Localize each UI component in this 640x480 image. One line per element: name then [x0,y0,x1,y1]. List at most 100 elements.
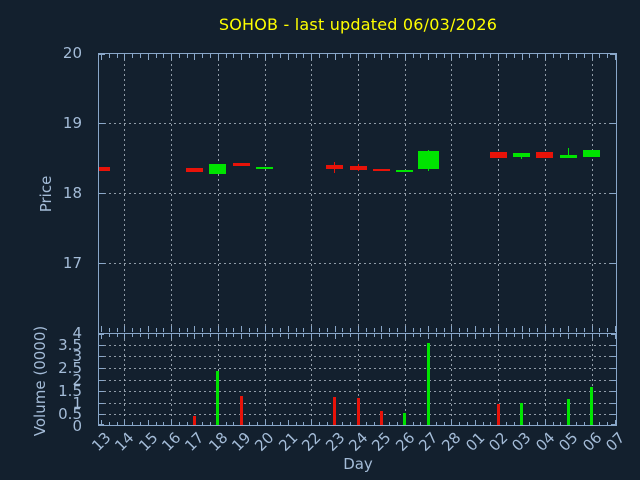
x-tick-mark [248,422,250,425]
price-tick-mark [99,54,105,55]
x-tick-mark [420,54,422,58]
x-tick-mark [451,54,453,60]
volume-bar [590,387,594,425]
x-tick-mark [194,334,196,339]
x-tick-mark [225,422,227,425]
x-tick-mark [171,326,173,332]
x-tick-mark [583,54,585,58]
x-tick-mark [295,328,297,332]
x-tick-mark [459,54,461,58]
x-tick-mark [474,420,476,425]
x-tick-mark [350,328,352,332]
x-tick-mark [108,328,110,332]
volume-plot-area [99,334,616,425]
x-tick-mark [326,422,328,425]
x-tick-mark [256,334,258,337]
x-tick-mark [505,422,507,425]
price-tick-mark [99,263,105,264]
x-tick-label: 01 [461,428,489,455]
x-tick-mark [194,54,196,60]
x-tick-mark [389,54,391,58]
volume-tick-label: 3.5 [58,335,82,354]
x-tick-label: 26 [391,428,419,455]
x-tick-mark [171,420,173,425]
x-tick-mark [280,422,282,425]
x-tick-mark [280,328,282,332]
price-tick-label: 17 [62,254,82,272]
x-tick-mark [537,328,539,332]
x-tick-mark [420,422,422,425]
x-tick-mark [615,420,616,425]
x-tick-mark [171,334,173,339]
x-tick-mark [373,54,375,58]
x-tick-label: 03 [508,428,535,455]
x-tick-mark [389,328,391,332]
x-tick-mark [217,326,219,332]
x-tick-mark [210,328,212,332]
x-tick-mark [389,334,391,337]
x-tick-mark [412,54,414,58]
x-tick-mark [225,54,227,58]
x-tick-mark [599,54,601,58]
x-tick-mark [435,54,437,58]
x-tick-mark [342,422,344,425]
x-tick-mark [467,422,469,425]
x-tick-mark [311,420,313,425]
x-tick-mark [358,54,359,60]
volume-bar [216,371,220,425]
x-tick-mark [303,334,305,337]
volume-tick-mark [611,334,616,335]
candle-body [209,164,227,175]
x-tick-mark [280,334,282,337]
candle-wick [567,148,569,158]
volume-gridline [99,391,616,393]
x-tick-label: 15 [134,428,162,455]
x-tick-mark [490,54,492,58]
x-tick-mark [560,334,562,337]
x-tick-mark [163,422,165,425]
x-tick-mark [599,328,601,332]
x-tick-mark [576,422,578,425]
x-tick-mark [319,422,321,425]
x-tick-mark [396,54,398,58]
x-tick-mark [381,54,383,60]
candle-body [583,150,601,157]
x-tick-label: 21 [275,428,302,455]
price-gridline [99,193,616,194]
x-tick-mark [108,54,110,58]
x-tick-mark [350,422,352,425]
x-tick-mark [350,54,352,58]
x-tick-mark [568,326,570,332]
volume-tick-mark [611,414,616,416]
volume-tick-mark [99,356,104,358]
x-tick-mark [568,334,570,339]
volume-tick-mark [611,344,616,346]
x-tick-mark [474,54,476,60]
x-tick-mark [443,54,445,58]
x-tick-mark [210,54,212,58]
x-tick-mark [116,334,118,337]
x-tick-mark [225,328,227,332]
price-tick-mark [610,193,616,194]
candle-body [99,167,110,172]
x-tick-mark [272,422,274,425]
x-tick-mark [396,328,398,332]
x-tick-mark [241,334,243,339]
x-tick-mark [303,54,305,58]
x-tick-mark [163,54,165,58]
x-tick-mark [537,422,539,425]
volume-bar [333,396,337,425]
x-tick-mark [365,54,367,58]
x-tick-mark [233,328,235,332]
x-tick-label: 22 [298,428,325,455]
x-tick-mark [101,334,102,339]
x-tick-mark [256,328,258,332]
x-tick-mark [482,54,484,58]
price-tick-label: 19 [62,114,82,132]
price-tick-mark [99,193,105,194]
x-tick-mark [178,328,180,332]
x-tick-mark [108,334,110,337]
x-tick-mark [599,422,601,425]
x-tick-mark [420,334,422,337]
x-tick-label: 20 [251,428,278,455]
